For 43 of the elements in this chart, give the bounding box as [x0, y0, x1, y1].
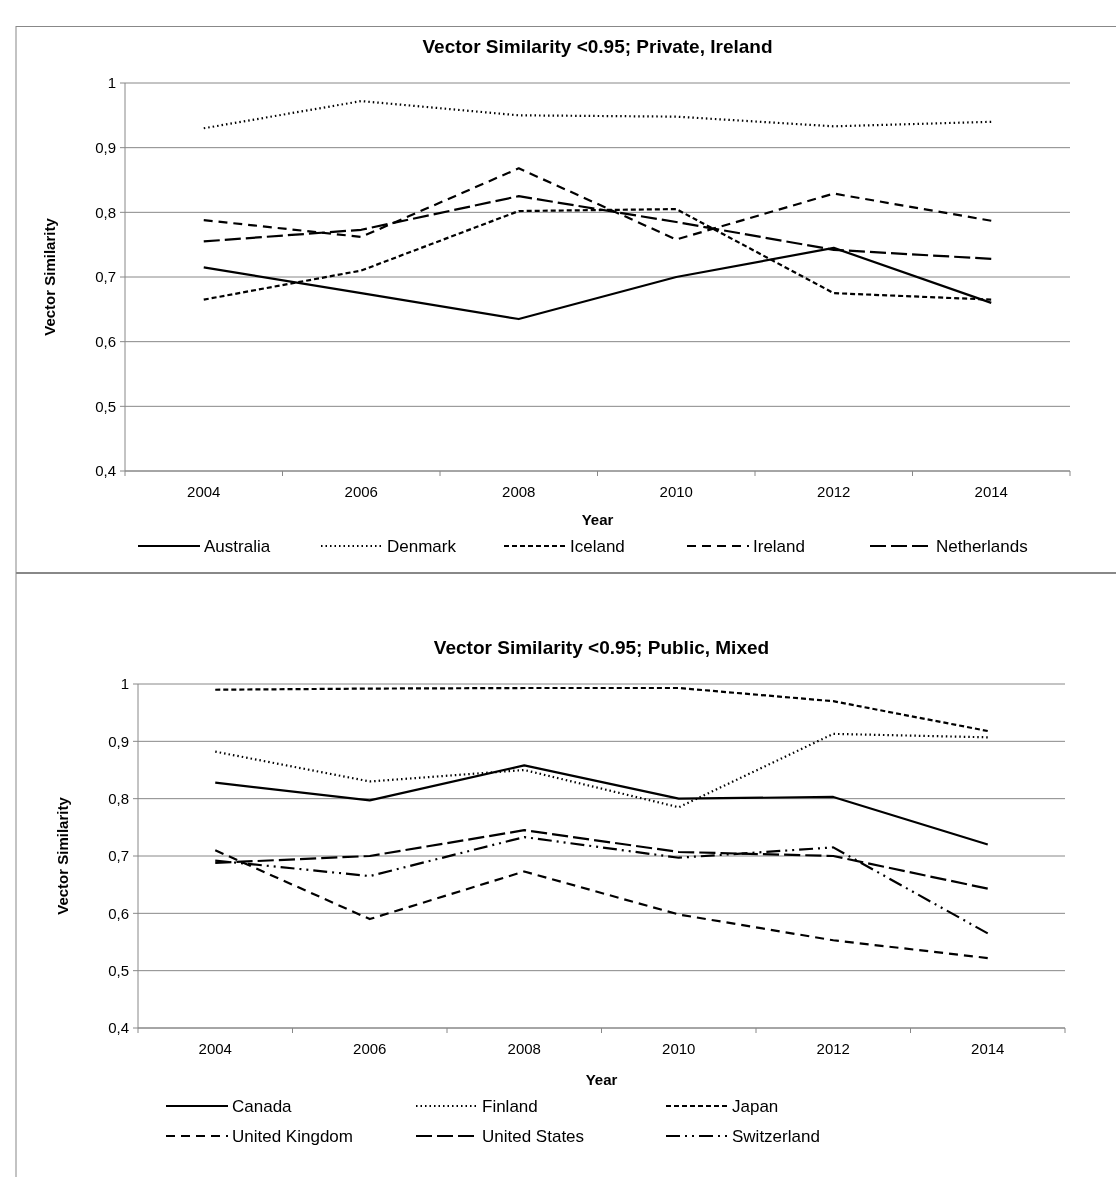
x-tick-label: 2010 — [659, 483, 693, 500]
x-tick-label: 2010 — [662, 1040, 696, 1057]
legend-label: Denmark — [387, 536, 457, 556]
legend-label: Ireland — [753, 536, 805, 556]
x-tick-label: 2006 — [344, 483, 378, 500]
y-tick-label: 0,6 — [108, 904, 129, 922]
x-tick-label: 2012 — [817, 483, 851, 500]
x-tick-label: 2014 — [971, 1040, 1005, 1057]
y-tick-label: 0,8 — [108, 789, 129, 807]
legend-label: Netherlands — [936, 536, 1028, 556]
x-tick-label: 2006 — [353, 1040, 387, 1057]
x-axis-title: Year — [581, 511, 614, 528]
x-tick-label: 2012 — [816, 1040, 850, 1057]
x-axis-title: Year — [585, 1071, 618, 1088]
y-tick-label: 0,6 — [95, 332, 116, 350]
y-tick-label: 1 — [120, 675, 129, 693]
x-tick-label: 2004 — [198, 1040, 232, 1057]
legend-label: Finland — [482, 1096, 538, 1116]
chart-title: Vector Similarity <0.95; Public, Mixed — [433, 637, 770, 658]
x-tick-label: 2008 — [507, 1040, 541, 1057]
legend-label: United Kingdom — [232, 1126, 353, 1146]
legend-label: Canada — [232, 1096, 293, 1116]
y-tick-label: 0,4 — [95, 462, 116, 480]
x-tick-label: 2008 — [502, 483, 536, 500]
y-tick-label: 0,9 — [108, 732, 129, 750]
y-tick-label: 0,7 — [108, 847, 129, 865]
legend-label: Australia — [204, 536, 271, 556]
y-axis-title: Vector Similarity — [54, 796, 71, 915]
x-tick-label: 2014 — [974, 483, 1008, 500]
x-tick-label: 2004 — [187, 483, 221, 500]
legend-label: Switzerland — [732, 1126, 820, 1146]
legend-label: Iceland — [570, 536, 625, 556]
y-tick-label: 0,4 — [108, 1019, 129, 1037]
chart-title: Vector Similarity <0.95; Private, Ireland — [422, 36, 773, 57]
legend-label: United States — [482, 1126, 585, 1146]
y-tick-label: 1 — [107, 74, 116, 92]
y-tick-label: 0,8 — [95, 203, 116, 221]
y-tick-label: 0,7 — [95, 268, 116, 286]
y-axis-title: Vector Similarity — [41, 217, 58, 336]
y-tick-label: 0,5 — [108, 961, 129, 979]
y-tick-label: 0,5 — [95, 397, 116, 415]
legend-label: Japan — [732, 1096, 779, 1116]
y-tick-label: 0,9 — [95, 138, 116, 156]
